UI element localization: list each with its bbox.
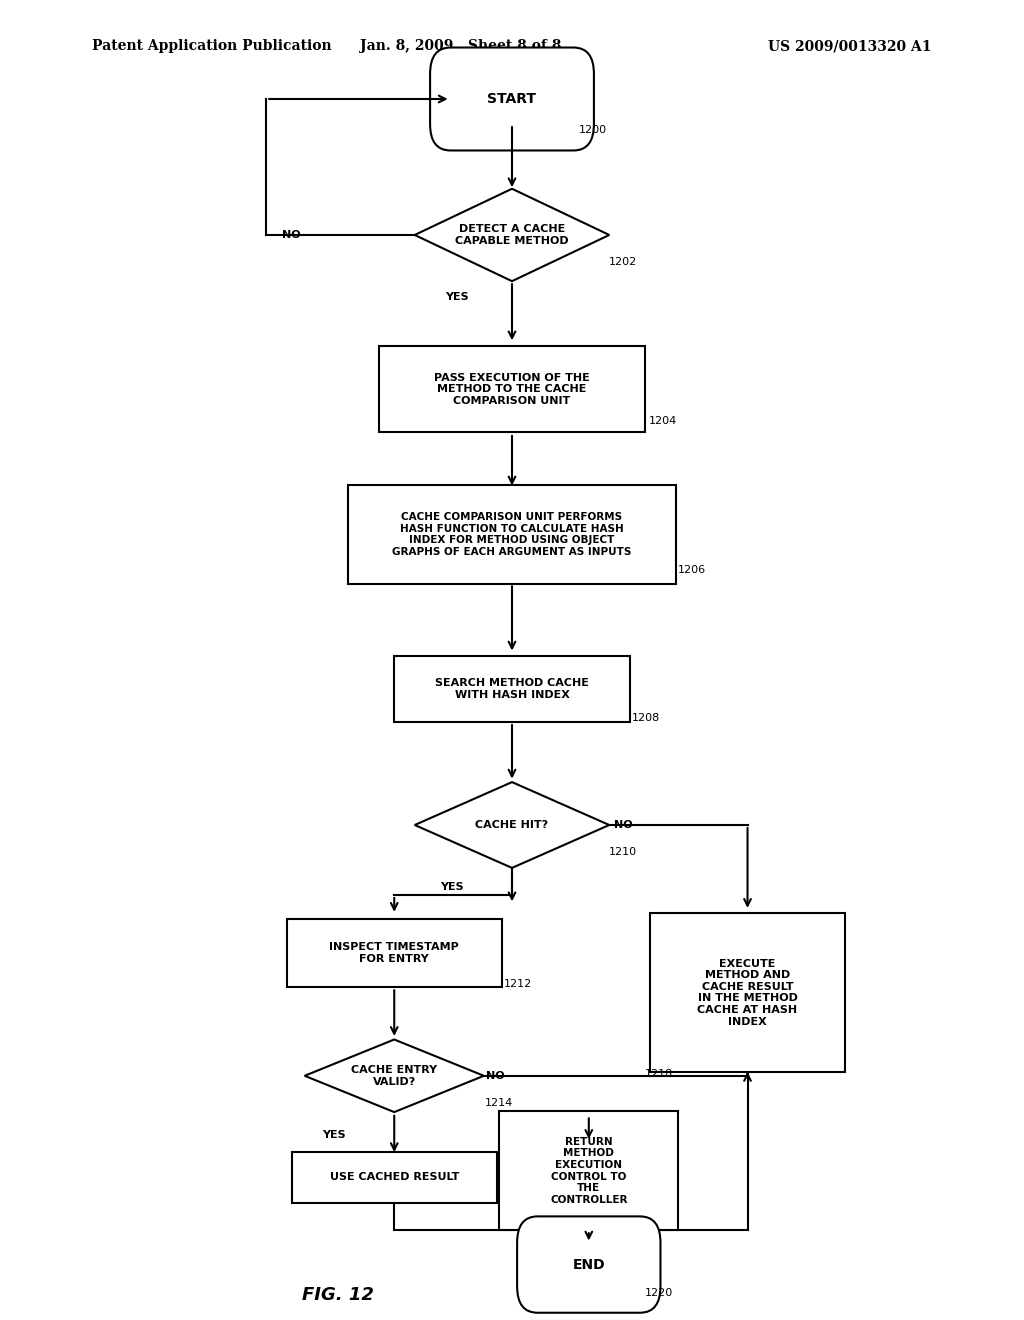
Polygon shape	[305, 1040, 484, 1111]
Text: EXECUTE
METHOD AND
CACHE RESULT
IN THE METHOD
CACHE AT HASH
INDEX: EXECUTE METHOD AND CACHE RESULT IN THE M…	[697, 958, 798, 1027]
Text: START: START	[487, 92, 537, 106]
Text: FIG. 12: FIG. 12	[302, 1286, 374, 1304]
FancyBboxPatch shape	[394, 656, 630, 722]
FancyBboxPatch shape	[430, 48, 594, 150]
Text: CACHE ENTRY
VALID?: CACHE ENTRY VALID?	[351, 1065, 437, 1086]
Text: Patent Application Publication: Patent Application Publication	[92, 40, 332, 53]
Text: NO: NO	[282, 230, 300, 240]
Text: 1214: 1214	[484, 1098, 513, 1109]
FancyBboxPatch shape	[348, 486, 676, 583]
Text: NO: NO	[486, 1071, 505, 1081]
Text: 1218: 1218	[645, 1069, 674, 1080]
Text: YES: YES	[323, 1130, 346, 1140]
Text: 1210: 1210	[609, 847, 637, 858]
Text: 1202: 1202	[609, 257, 638, 268]
Text: USE CACHED RESULT: USE CACHED RESULT	[330, 1172, 459, 1183]
Text: PASS EXECUTION OF THE
METHOD TO THE CACHE
COMPARISON UNIT: PASS EXECUTION OF THE METHOD TO THE CACH…	[434, 372, 590, 407]
Text: CACHE HIT?: CACHE HIT?	[475, 820, 549, 830]
Text: YES: YES	[445, 292, 469, 302]
Text: INSPECT TIMESTAMP
FOR ENTRY: INSPECT TIMESTAMP FOR ENTRY	[330, 942, 459, 964]
FancyBboxPatch shape	[379, 346, 645, 433]
Text: 1216: 1216	[499, 1201, 526, 1212]
Text: RETURN
METHOD
EXECUTION
CONTROL TO
THE
CONTROLLER: RETURN METHOD EXECUTION CONTROL TO THE C…	[550, 1137, 628, 1205]
Polygon shape	[415, 781, 609, 869]
FancyBboxPatch shape	[292, 1152, 497, 1203]
Text: US 2009/0013320 A1: US 2009/0013320 A1	[768, 40, 932, 53]
Text: 1200: 1200	[579, 125, 606, 136]
FancyBboxPatch shape	[650, 913, 845, 1072]
Text: 1220: 1220	[645, 1288, 674, 1299]
Text: 1212: 1212	[504, 979, 532, 990]
Text: 1208: 1208	[632, 713, 660, 723]
FancyBboxPatch shape	[287, 919, 502, 987]
Text: DETECT A CACHE
CAPABLE METHOD: DETECT A CACHE CAPABLE METHOD	[456, 224, 568, 246]
Text: SEARCH METHOD CACHE
WITH HASH INDEX: SEARCH METHOD CACHE WITH HASH INDEX	[435, 678, 589, 700]
Text: NO: NO	[614, 820, 633, 830]
Text: END: END	[572, 1258, 605, 1271]
Text: YES: YES	[440, 882, 464, 892]
Polygon shape	[415, 189, 609, 281]
Text: 1206: 1206	[678, 565, 706, 576]
Text: 1204: 1204	[649, 416, 678, 426]
FancyBboxPatch shape	[499, 1111, 678, 1230]
Text: CACHE COMPARISON UNIT PERFORMS
HASH FUNCTION TO CALCULATE HASH
INDEX FOR METHOD : CACHE COMPARISON UNIT PERFORMS HASH FUNC…	[392, 512, 632, 557]
FancyBboxPatch shape	[517, 1217, 660, 1312]
Text: Jan. 8, 2009   Sheet 8 of 8: Jan. 8, 2009 Sheet 8 of 8	[360, 40, 561, 53]
